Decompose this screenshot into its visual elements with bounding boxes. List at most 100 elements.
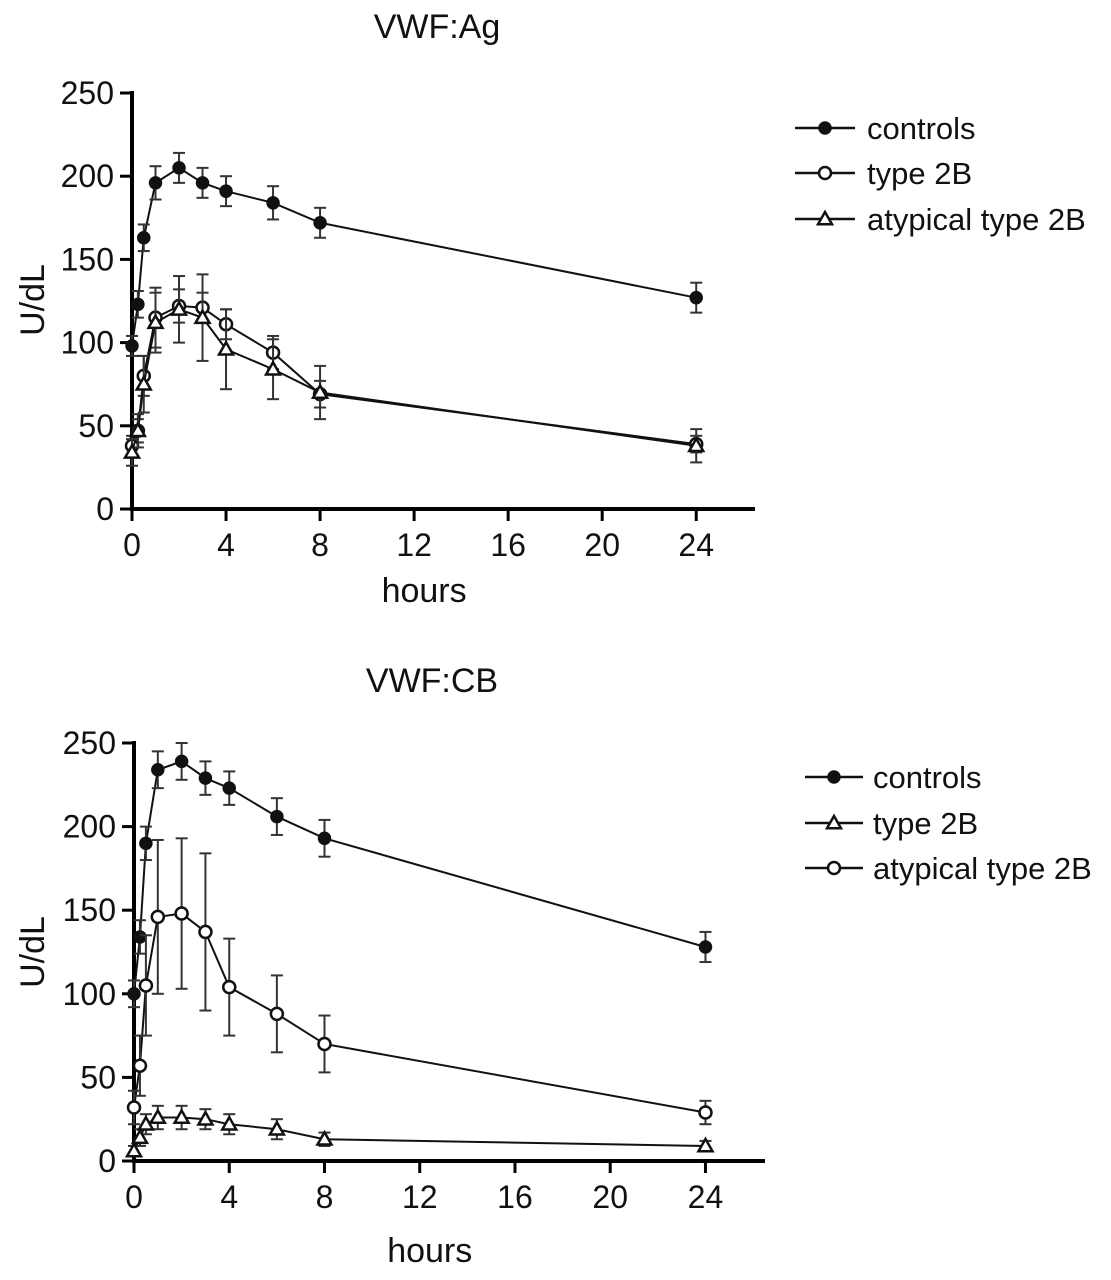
x-tick-label: 24 <box>688 1179 724 1215</box>
legend-item-controls: controls <box>805 760 982 795</box>
data-point <box>127 987 141 1001</box>
data-point <box>146 313 165 330</box>
data-point <box>317 1036 332 1052</box>
data-point <box>151 763 165 777</box>
series-atypical-type-2b <box>122 273 706 467</box>
x-tick-label: 8 <box>311 527 329 563</box>
data-point <box>310 383 330 400</box>
data-point <box>122 442 142 459</box>
data-point <box>148 176 163 190</box>
legend-label: type 2B <box>873 806 978 841</box>
y-tick-label: 250 <box>61 75 114 111</box>
legend-label: type 2B <box>867 156 972 191</box>
legend: controls type 2B atypical type 2B <box>795 111 1086 237</box>
data-point <box>137 231 151 245</box>
legend-marker <box>818 121 832 135</box>
data-point <box>221 979 237 995</box>
legend-item-type-2b: type 2B <box>795 156 972 191</box>
legend-marker <box>827 770 841 784</box>
data-point <box>216 339 236 356</box>
data-point <box>219 184 233 198</box>
data-point <box>263 359 283 376</box>
data-point <box>222 781 236 795</box>
x-tick-label: 16 <box>490 527 526 563</box>
data-point <box>125 339 139 353</box>
data-point <box>195 176 210 190</box>
data-point <box>317 831 332 846</box>
data-point <box>128 421 148 438</box>
x-tick-label: 4 <box>217 527 235 563</box>
data-point <box>270 809 284 824</box>
data-point <box>130 1128 150 1145</box>
x-tick-label: 0 <box>123 527 141 563</box>
data-point <box>196 1109 215 1126</box>
y-tick-label: 50 <box>78 408 114 444</box>
series-line-atypical-type-2b <box>133 912 706 1114</box>
y-tick-label: 0 <box>98 1143 116 1179</box>
legend-item-atypical-type-2b: atypical type 2B <box>805 851 1092 886</box>
x-tick-label: 4 <box>220 1179 238 1215</box>
series-line-type-2b <box>131 304 697 447</box>
chart-vwf-ag: VWF:Ag 0 50 100 150 200 250 0 4 8 12 16 20 24 hours U/d… <box>14 8 1086 610</box>
data-point <box>126 1100 142 1115</box>
data-point <box>174 906 189 921</box>
legend-marker <box>824 813 844 830</box>
data-point <box>698 940 713 954</box>
legend-item-type-2b: type 2B <box>805 806 978 841</box>
data-point <box>266 196 280 210</box>
y-tick-label: 200 <box>63 809 116 845</box>
data-point <box>169 299 189 316</box>
y-tick-label: 50 <box>80 1059 116 1095</box>
x-tick-label: 16 <box>497 1179 533 1215</box>
chart-vwf-cb: VWF:CB 0 50 100 150 200 250 0 4 8 12 16 20 24 hours U/d… <box>14 662 1092 1270</box>
legend-marker <box>826 860 842 876</box>
x-tick-label: 12 <box>402 1179 438 1215</box>
series-line-controls <box>131 166 697 347</box>
series-line-type-2b <box>133 1116 706 1152</box>
chart-title: VWF:CB <box>366 662 498 700</box>
data-point <box>139 836 153 851</box>
data-point <box>132 1058 148 1073</box>
data-point <box>267 1119 287 1136</box>
legend-item-atypical-type-2b: atypical type 2B <box>795 202 1086 237</box>
series-line-controls <box>133 760 706 994</box>
data-point <box>315 1129 334 1146</box>
series-atypical-type-2b <box>126 837 713 1126</box>
y-axis-label: U/dL <box>14 264 52 336</box>
x-axis-label: hours <box>382 572 467 610</box>
data-point <box>220 1114 239 1131</box>
data-point <box>124 1141 144 1158</box>
data-point <box>687 436 706 453</box>
data-point <box>698 1105 713 1120</box>
data-point <box>172 161 186 175</box>
y-tick-label: 200 <box>61 158 114 194</box>
y-tick-label: 100 <box>61 325 114 361</box>
data-point <box>150 909 166 925</box>
data-point <box>174 754 189 769</box>
x-tick-label: 8 <box>316 1179 334 1215</box>
y-tick-label: 150 <box>63 892 116 928</box>
x-tick-label: 0 <box>125 1179 143 1215</box>
y-tick-label: 100 <box>63 976 116 1012</box>
x-tick-label: 20 <box>592 1179 628 1215</box>
series-line-atypical-type-2b <box>131 308 697 453</box>
data-point <box>172 1108 191 1125</box>
data-point <box>148 1108 167 1125</box>
data-point <box>313 216 327 230</box>
legend-label: atypical type 2B <box>873 851 1092 886</box>
data-point <box>134 374 153 391</box>
legend-label: atypical type 2B <box>867 202 1086 237</box>
legend-marker <box>817 165 833 181</box>
x-tick-label: 24 <box>678 527 714 563</box>
data-point <box>198 924 213 940</box>
legend-item-controls: controls <box>795 111 976 146</box>
y-axis-label: U/dL <box>14 916 52 988</box>
series-controls <box>125 151 703 357</box>
data-point <box>689 290 703 305</box>
chart-title: VWF:Ag <box>374 8 501 46</box>
data-point <box>269 1006 285 1022</box>
data-point <box>133 930 147 944</box>
y-tick-label: 150 <box>61 241 114 277</box>
x-tick-label: 20 <box>584 527 620 563</box>
